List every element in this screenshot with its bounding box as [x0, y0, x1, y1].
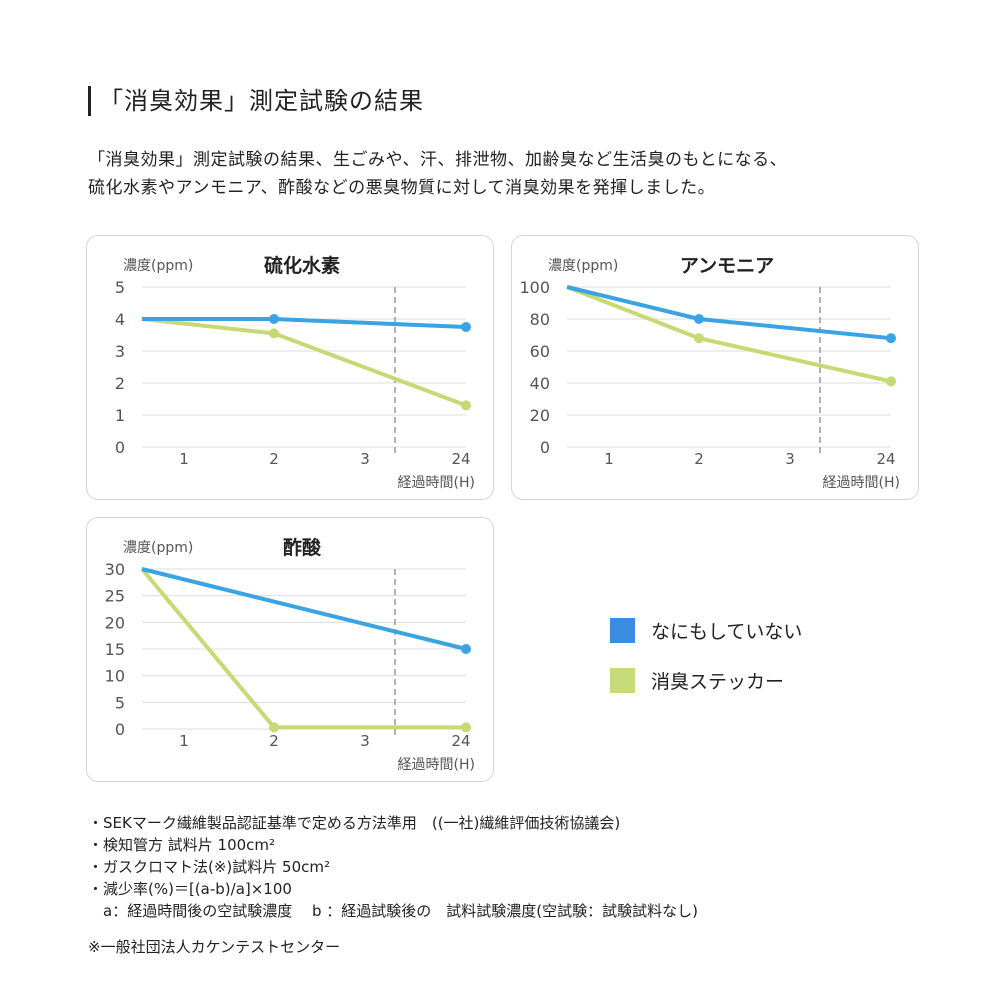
y-tick-label: 20 [530, 406, 550, 425]
y-tick-label: 25 [105, 587, 125, 606]
series-line [566, 285, 892, 341]
chart-acetic-acid: 濃度(ppm) 酢酸 0 5 10 15 20 25 30 1 2 3 24 経過時間(H) [86, 517, 494, 782]
x-axis-label: 経過時間(H) [398, 757, 475, 773]
x-tick-label: 1 [179, 732, 189, 750]
series-line [141, 567, 467, 651]
intro-line: 硫化水素やアンモニア、酢酸などの悪臭物質に対して消臭効果を発揮しました。 [88, 178, 716, 198]
data-point [461, 644, 471, 654]
data-point [269, 328, 279, 339]
x-tick-label: 2 [269, 732, 279, 750]
x-tick-label: 2 [694, 450, 704, 468]
y-tick-label: 10 [105, 667, 125, 686]
notes: ・SEKマーク繊維製品認証基準で定める方法準用 ((一社)繊維評価技術協議会) … [88, 812, 698, 922]
y-tick-label: 40 [530, 374, 550, 393]
y-tick-label: 15 [105, 640, 125, 659]
note-line: ・検知管方 試料片 100cm² [88, 836, 276, 854]
x-tick-label: 3 [785, 450, 795, 468]
x-tick-label: 2 [269, 450, 279, 468]
legend-label: なにもしていない [651, 621, 803, 643]
y-tick-label: 5 [115, 693, 125, 712]
y-tick-label: 0 [115, 720, 125, 739]
note-line: a：経過時間後の空試験濃度 b ：経過試験後の 試料試験濃度(空試験：試験試料な… [88, 902, 698, 920]
y-axis-label: 濃度(ppm) [123, 258, 193, 274]
x-tick-label: 24 [876, 450, 895, 468]
y-tick-label: 30 [105, 560, 125, 579]
data-point [694, 314, 704, 324]
legend-item-sticker: 消臭ステッカー [610, 667, 784, 694]
y-tick-label: 0 [115, 438, 125, 457]
intro-text: 「消臭効果」測定試験の結果、生ごみや、汗、排泄物、加齢臭など生活臭のもとになる、… [88, 146, 787, 202]
y-tick-label: 1 [115, 406, 125, 425]
data-point [461, 722, 471, 733]
data-point [886, 333, 896, 344]
y-tick-label: 80 [530, 310, 550, 329]
data-point [269, 314, 279, 324]
x-tick-label: 24 [451, 732, 470, 750]
data-point [461, 322, 471, 332]
legend-label: 消臭ステッカー [651, 671, 785, 693]
note-line: ・ガスクロマト法(※)試料片 50cm² [88, 858, 331, 876]
y-tick-label: 4 [115, 310, 125, 329]
x-tick-label: 1 [179, 450, 189, 468]
y-tick-label: 20 [105, 613, 125, 632]
chart-svg: 濃度(ppm) アンモニア 0 20 40 60 80 100 1 2 3 24 経過時間(H) [519, 255, 900, 491]
legend-swatch [610, 668, 635, 693]
legend-item-none: なにもしていない [610, 617, 802, 644]
chart-svg: 濃度(ppm) 酢酸 0 5 10 15 20 25 30 1 2 3 24 経過時間(H) [105, 536, 475, 773]
note-line: ・SEKマーク繊維製品認証基準で定める方法準用 ((一社)繊維評価技術協議会) [88, 814, 621, 832]
x-tick-label: 3 [360, 450, 370, 468]
note-line: ・減少率(%)＝[(a-b)/a]×100 [88, 880, 292, 898]
x-tick-label: 3 [360, 732, 370, 750]
y-tick-label: 60 [530, 342, 550, 361]
chart-title: 硫化水素 [264, 254, 340, 277]
chart-svg: 濃度(ppm) 硫化水素 0 1 2 3 4 5 1 2 3 24 経過時間(H) [115, 254, 475, 491]
y-tick-label: 5 [115, 278, 125, 297]
series-line [141, 317, 467, 408]
chart-title: アンモニア [680, 255, 774, 277]
data-point [269, 722, 279, 733]
x-tick-label: 1 [604, 450, 614, 468]
x-axis-label: 経過時間(H) [398, 475, 475, 491]
y-axis-label: 濃度(ppm) [123, 540, 193, 556]
y-tick-label: 3 [115, 342, 125, 361]
series-line [140, 567, 466, 730]
data-point [694, 333, 704, 344]
chart-title: 酢酸 [283, 536, 322, 559]
x-tick-label: 24 [451, 450, 470, 468]
y-tick-label: 2 [115, 374, 125, 393]
chart-hydrogen-sulfide: 濃度(ppm) 硫化水素 0 1 2 3 4 5 1 2 3 24 経過時間(H) [86, 235, 494, 500]
data-point [886, 376, 896, 387]
y-tick-label: 100 [519, 278, 550, 297]
intro-line: 「消臭効果」測定試験の結果、生ごみや、汗、排泄物、加齢臭など生活臭のもとになる、 [88, 150, 788, 170]
y-tick-label: 0 [540, 438, 550, 457]
y-axis-label: 濃度(ppm) [548, 258, 618, 274]
footnote: ※一般社団法人カケンテストセンター [88, 938, 341, 956]
chart-ammonia: 濃度(ppm) アンモニア 0 20 40 60 80 100 1 2 3 24 経過時間(H) [511, 235, 919, 500]
data-point [461, 400, 471, 411]
legend-swatch [610, 618, 635, 643]
page-title: 「消臭効果」測定試験の結果 [88, 86, 424, 116]
x-axis-label: 経過時間(H) [823, 475, 900, 491]
